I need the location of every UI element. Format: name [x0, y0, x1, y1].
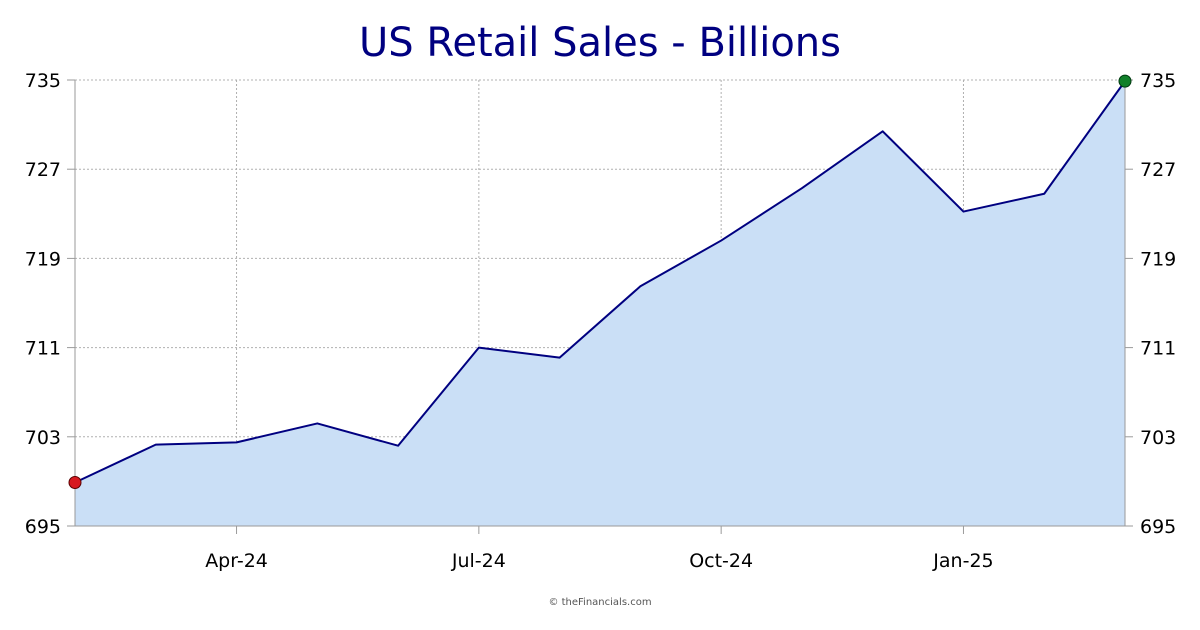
y-axis-left-ticks: 695 703 711 719 727 735	[25, 70, 75, 538]
end-point-marker	[1118, 74, 1132, 88]
area-fill	[75, 81, 1125, 527]
series-line	[74, 80, 1126, 484]
y-tick-label-right: 719	[1140, 248, 1176, 270]
y-tick-label-left: 695	[25, 516, 61, 538]
y-tick-label-left: 711	[25, 338, 61, 360]
x-tick-label: Jan-25	[932, 550, 993, 572]
y-tick-label-right: 711	[1140, 338, 1176, 360]
x-tick-label: Apr-24	[205, 550, 268, 572]
y-tick-label-right: 703	[1140, 427, 1176, 449]
y-tick-label-left: 727	[25, 159, 61, 181]
y-tick-label-left: 735	[25, 70, 61, 92]
start-point-marker	[68, 476, 82, 490]
y-tick-label-left: 719	[25, 248, 61, 270]
endpoint-markers	[68, 74, 1132, 490]
y-tick-label-left: 703	[25, 427, 61, 449]
y-tick-label-right: 695	[1140, 516, 1176, 538]
chart-title: US Retail Sales - Billions	[358, 20, 841, 66]
axes	[74, 80, 1126, 527]
y-tick-label-right: 735	[1140, 70, 1176, 92]
series-area	[74, 80, 1126, 527]
y-tick-label-right: 727	[1140, 159, 1176, 181]
copyright-text: © theFinancials.com	[548, 597, 652, 608]
x-tick-label: Jul-24	[451, 550, 506, 572]
x-tick-label: Oct-24	[689, 550, 753, 572]
x-axis-ticks: Apr-24 Jul-24 Oct-24 Jan-25	[205, 526, 994, 572]
y-axis-right-ticks: 695 703 711 719 727 735	[1125, 70, 1176, 538]
